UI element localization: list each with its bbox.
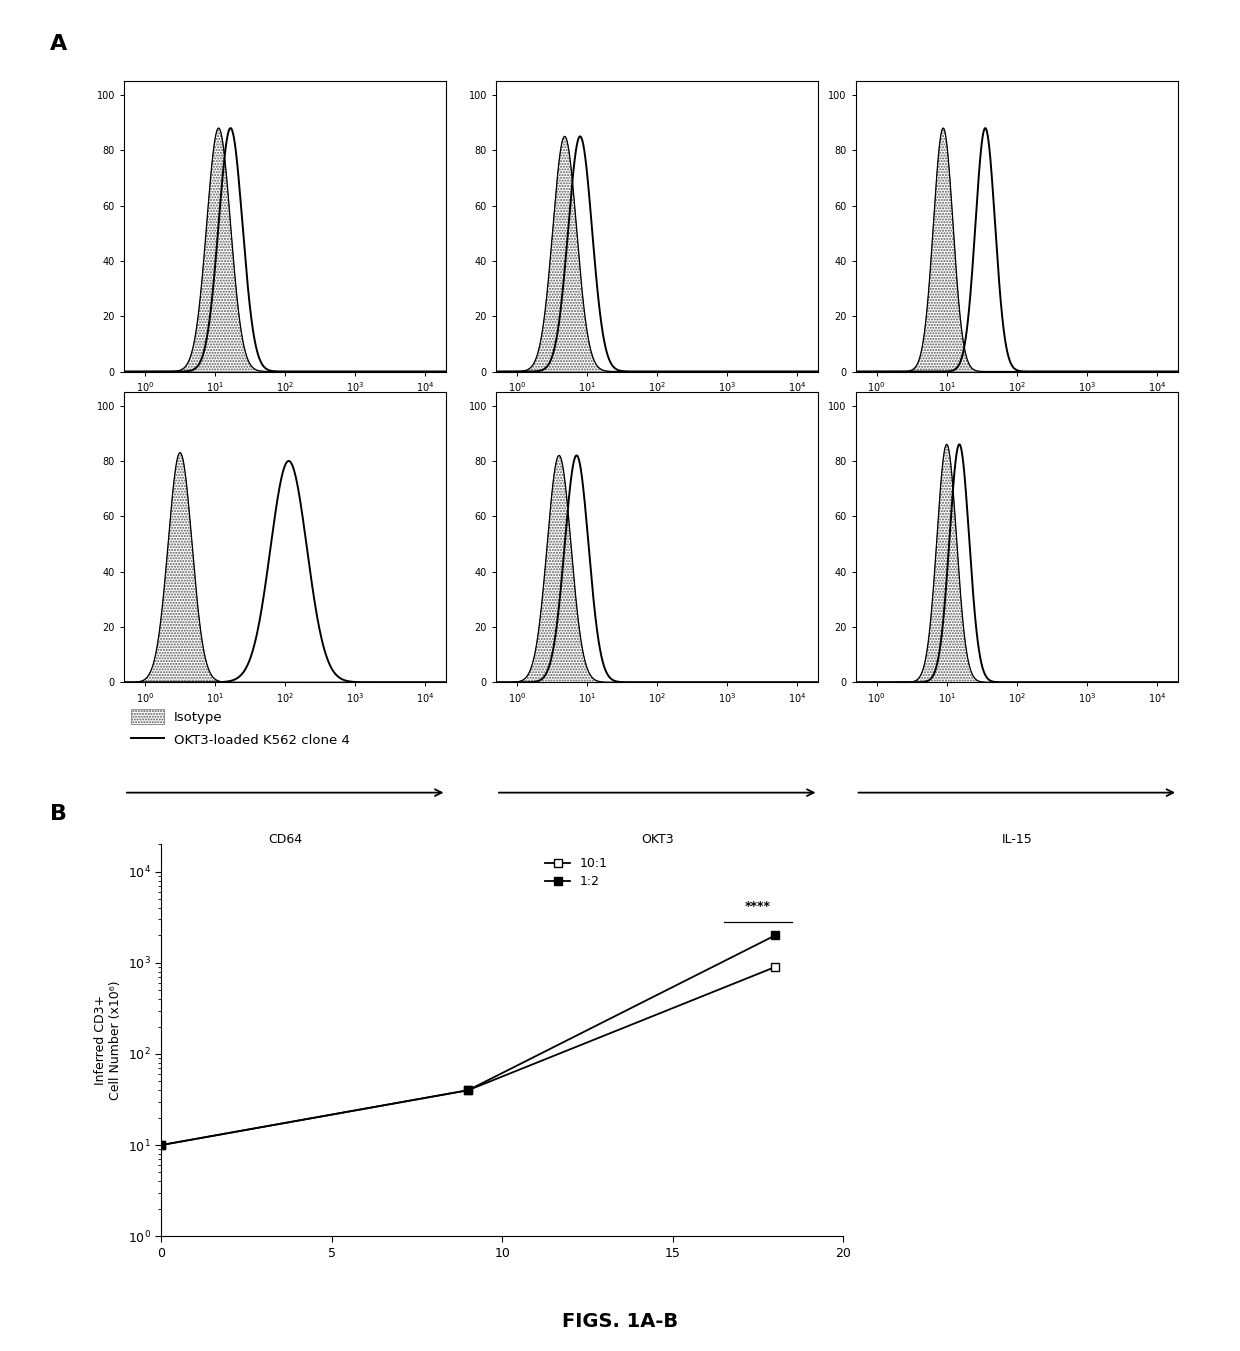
Line: 1:2: 1:2 [157, 931, 779, 1150]
Legend: Isotype, OKT3-loaded K562 clone 4: Isotype, OKT3-loaded K562 clone 4 [130, 709, 350, 747]
Text: IL-15: IL-15 [1002, 834, 1032, 846]
Text: A: A [50, 34, 67, 54]
1:2 [768, 927, 782, 943]
10:1 [154, 1138, 169, 1154]
Legend: 10:1, 1:2: 10:1, 1:2 [543, 855, 610, 890]
10:1 [461, 1082, 476, 1098]
Text: OKT3: OKT3 [641, 834, 673, 846]
Line: 10:1: 10:1 [157, 963, 779, 1150]
Text: CD64: CD64 [268, 834, 303, 846]
Text: B: B [50, 804, 67, 824]
10:1 [768, 959, 782, 975]
Text: FIGS. 1A-B: FIGS. 1A-B [562, 1312, 678, 1331]
Y-axis label: Inferred CD3+
Cell Number (x10⁶): Inferred CD3+ Cell Number (x10⁶) [94, 981, 123, 1100]
Text: CD137L: CD137L [992, 523, 1042, 535]
Text: CD32: CD32 [268, 523, 303, 535]
1:2 [461, 1082, 476, 1098]
Text: CD86: CD86 [640, 523, 675, 535]
Text: ****: **** [745, 900, 771, 913]
1:2 [154, 1138, 169, 1154]
